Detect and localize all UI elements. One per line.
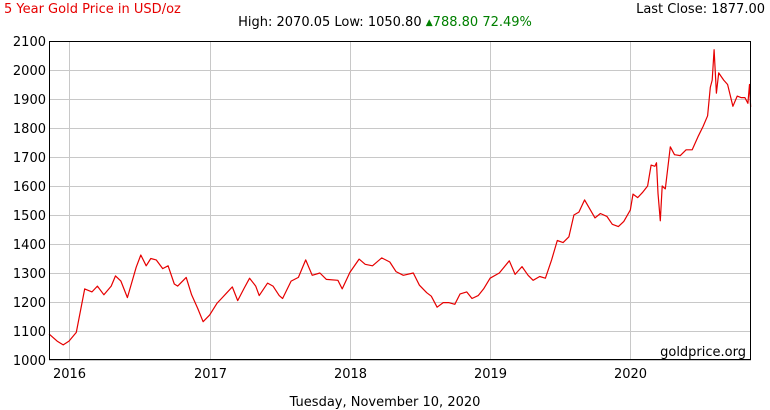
high-label: High: [238,15,273,30]
last-close-label: Last Close: [636,2,708,17]
price-stats: High: 2070.05 Low: 1050.80 ▲788.80 72.49… [0,15,770,30]
low-value: 1050.80 [367,15,422,30]
x-tick-label: 2018 [334,367,367,382]
gridlines [49,41,751,361]
last-close-value: 1877.00 [711,2,765,17]
y-tick-label: 1500 [13,209,46,224]
plot-frame [49,41,751,360]
y-tick-label: 1300 [13,267,46,282]
y-tick-label: 1400 [13,238,46,253]
y-tick-label: 1900 [13,93,46,108]
y-tick-label: 1200 [13,296,46,311]
change-value: 788.80 [432,15,479,30]
x-tick-label: 2019 [474,367,507,382]
plot-area [49,41,751,360]
y-tick-label: 2100 [13,35,46,50]
up-arrow-icon: ▲ [425,18,433,28]
last-close-readout: Last Close: 1877.00 [636,2,765,17]
data-layer [48,49,752,346]
low-label: Low: [334,15,364,30]
y-tick-label: 1800 [13,122,46,137]
axis-labels: 1000 1100 1200 1300 1400 1500 1600 1700 1800 1900… [13,35,647,382]
change-percent: 72.49% [482,15,532,30]
footer-date: Tuesday, November 10, 2020 [289,395,481,410]
x-tick-label: 2016 [53,367,86,382]
chart-title: 5 Year Gold Price in USD/oz [4,2,181,17]
y-tick-label: 1000 [13,354,46,369]
y-tick-label: 1100 [13,325,46,340]
y-tick-label: 1700 [13,151,46,166]
price-line-series [48,49,752,346]
x-tick-label: 2020 [614,367,647,382]
high-value: 2070.05 [276,15,331,30]
y-tick-label: 1600 [13,180,46,195]
y-tick-label: 2000 [13,64,46,79]
watermark-text: goldprice.org [660,345,746,360]
x-tick-label: 2017 [194,367,227,382]
